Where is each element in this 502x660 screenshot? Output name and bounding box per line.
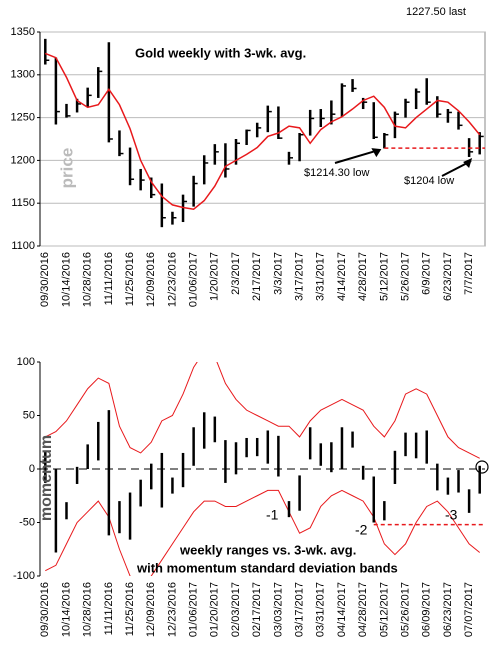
y-tick-label: 100 — [17, 356, 35, 368]
y-tick-label: 1150 — [11, 197, 35, 209]
x-tick-label: 01/06/2017 — [188, 252, 200, 307]
chart-title: Gold weekly with 3-wk. avg. — [135, 45, 306, 60]
y-tick-label: -50 — [19, 516, 35, 528]
annotation: $1204 low — [404, 175, 454, 187]
arrow-head — [371, 148, 382, 158]
x-tick-label: 07/07/2017 — [463, 582, 475, 637]
arrow-head — [463, 157, 473, 168]
y-tick-label: 1100 — [11, 240, 35, 252]
x-tick-label: 05/26/2017 — [399, 582, 411, 637]
annotation: $1214.30 low — [304, 167, 369, 179]
x-tick-label: 12/09/2016 — [145, 582, 157, 637]
x-tick-label: 01/20/2017 — [209, 582, 221, 637]
band-line — [45, 362, 480, 459]
y-axis-label: momentum — [38, 435, 55, 521]
x-tick-label: 11/25/2016 — [124, 582, 136, 636]
avg-line — [45, 52, 481, 210]
x-tick-label: 2/17/2017 — [251, 252, 263, 301]
x-tick-label: 2/3/2017 — [230, 252, 242, 295]
y-tick-label: 1200 — [11, 154, 35, 166]
x-tick-label: 11/11/2016 — [103, 252, 115, 305]
y-tick-label: 0 — [29, 463, 35, 475]
x-tick-label: 12/23/2016 — [166, 252, 178, 307]
x-tick-label: 06/09/2017 — [421, 582, 433, 637]
x-tick-label: 4/28/2017 — [357, 252, 369, 301]
x-tick-label: 7/7/2017 — [463, 252, 475, 295]
x-tick-label: 4/14/2017 — [336, 252, 348, 301]
x-tick-label: 12/09/2016 — [145, 252, 157, 307]
y-tick-label: 50 — [23, 409, 35, 421]
x-tick-label: 10/28/2016 — [82, 252, 94, 307]
x-tick-label: 09/30/2016 — [39, 252, 51, 307]
x-tick-label: 12/23/2016 — [166, 582, 178, 637]
x-tick-label: 6/23/2017 — [442, 252, 454, 301]
x-tick-label: 10/14/2016 — [60, 582, 72, 637]
x-tick-label: 5/26/2017 — [399, 252, 411, 301]
last-label: 1227.50 last — [406, 6, 466, 18]
marker-circle — [475, 460, 489, 474]
x-tick-label: 03/03/2017 — [272, 582, 284, 637]
x-tick-label: 02/03/2017 — [230, 582, 242, 637]
x-tick-label: 04/14/2017 — [336, 582, 348, 637]
y-tick-label: 1350 — [11, 26, 35, 38]
x-tick-label: 05/12/2017 — [378, 582, 390, 637]
arrow — [334, 149, 379, 164]
x-tick-label: 02/17/2017 — [251, 582, 263, 637]
band-line — [45, 489, 481, 576]
annotation: -1 — [266, 507, 279, 523]
chart-title: weekly ranges vs. 3-wk. avg. — [179, 542, 356, 557]
y-axis-label: price — [57, 148, 76, 189]
x-tick-label: 03/31/2017 — [315, 582, 327, 637]
y-tick-label: 1250 — [11, 112, 35, 124]
y-tick-label: 1300 — [11, 69, 35, 81]
x-tick-label: 1/20/2017 — [209, 252, 221, 301]
x-tick-label: 3/3/2017 — [272, 252, 284, 295]
x-tick-label: 3/31/2017 — [315, 252, 327, 301]
x-tick-label: 11/25/2016 — [124, 252, 136, 306]
x-tick-label: 11/11/2016 — [103, 582, 115, 635]
x-tick-label: 6/9/2017 — [421, 252, 433, 295]
chart-subtitle: with momentum standard deviation bands — [136, 560, 398, 575]
plot-frame — [39, 31, 486, 247]
x-tick-label: 09/30/2016 — [39, 582, 51, 637]
annotation: -2 — [355, 522, 368, 538]
x-tick-label: 04/28/2017 — [357, 582, 369, 637]
annotation: -3 — [445, 507, 458, 523]
x-tick-label: 03/17/2017 — [293, 582, 305, 637]
x-tick-label: 10/14/2016 — [60, 252, 72, 307]
x-tick-label: 01/06/2017 — [188, 582, 200, 637]
x-tick-label: 3/17/2017 — [293, 252, 305, 301]
x-tick-label: 5/12/2017 — [378, 252, 390, 301]
y-tick-label: -100 — [13, 570, 35, 582]
x-tick-label: 06/23/2017 — [442, 582, 454, 637]
x-tick-label: 10/28/2016 — [82, 582, 94, 637]
